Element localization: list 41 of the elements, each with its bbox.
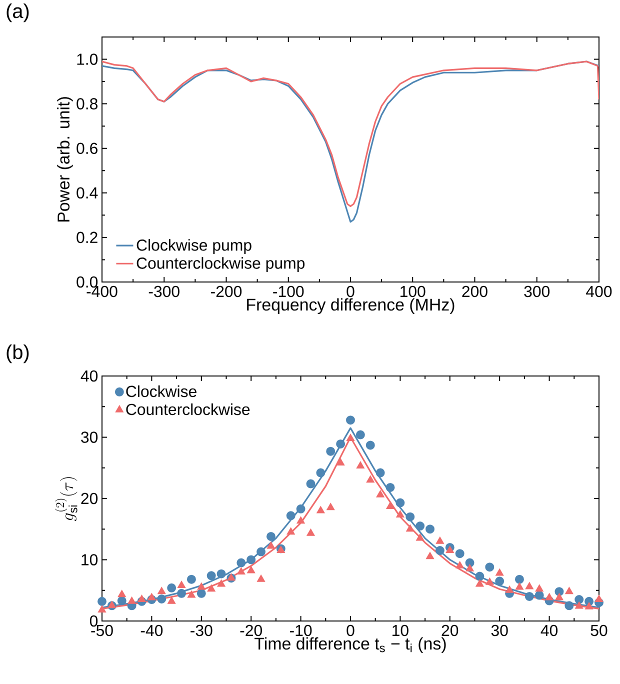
y-tick-label: 0.8 <box>76 98 98 110</box>
x-tick-label: -100 <box>273 286 304 298</box>
legend-label: Clockwise pump <box>136 239 252 254</box>
x-axis-title: Time difference t$_{s}$ − t$_{i}$ (ns) <box>254 637 446 654</box>
x-tick-label: -50 <box>91 624 113 636</box>
legend-label: Counterclockwise pump <box>136 257 305 272</box>
x-tick-label: -400 <box>86 286 118 298</box>
y-tick-label: 1.0 <box>77 54 98 65</box>
x-tick-label: 20 <box>442 624 458 636</box>
x-tick-label: -20 <box>240 624 262 636</box>
chart-title: (b) <box>6 344 29 364</box>
y-tick-label: 30 <box>81 432 98 443</box>
y-tick-label: 0 <box>90 615 98 627</box>
y-tick-label: 10 <box>82 554 98 566</box>
x-tick-label: 100 <box>400 286 426 298</box>
x-tick-label: -30 <box>190 624 212 636</box>
y-tick-label: 0.0 <box>76 276 98 288</box>
y-axis-title: Power (arb. unit) <box>57 97 73 222</box>
x-tick-label: 0 <box>346 624 354 636</box>
x-tick-label: 50 <box>590 624 608 636</box>
x-axis-title: Frequency difference (MHz) <box>247 298 454 314</box>
x-tick-label: 200 <box>462 286 488 298</box>
x-tick-label: 300 <box>524 286 550 298</box>
y-tick-label: 40 <box>80 370 98 382</box>
x-tick-label: 400 <box>586 286 612 298</box>
x-tick-label: 40 <box>540 624 558 636</box>
y-tick-label: 20 <box>81 492 98 504</box>
x-tick-label: -10 <box>290 624 312 636</box>
legend-label: Clockwise <box>126 385 196 398</box>
y-tick-label: 0.2 <box>76 232 98 244</box>
x-tick-label: 10 <box>392 624 408 636</box>
y-tick-label: 0.4 <box>76 187 98 199</box>
x-tick-label: 0 <box>346 286 354 298</box>
legend-label: Counterclockwise <box>126 403 250 416</box>
x-tick-label: -200 <box>211 286 242 298</box>
x-tick-label: -40 <box>140 624 163 636</box>
y-axis-title: $g_{\mathrm{si}}^{(2)}(\tau)$ <box>55 477 78 521</box>
x-tick-label: 30 <box>491 624 508 636</box>
chart-title: (a) <box>6 4 29 22</box>
y-tick-label: 0.6 <box>76 142 98 154</box>
x-tick-label: -300 <box>148 286 180 298</box>
